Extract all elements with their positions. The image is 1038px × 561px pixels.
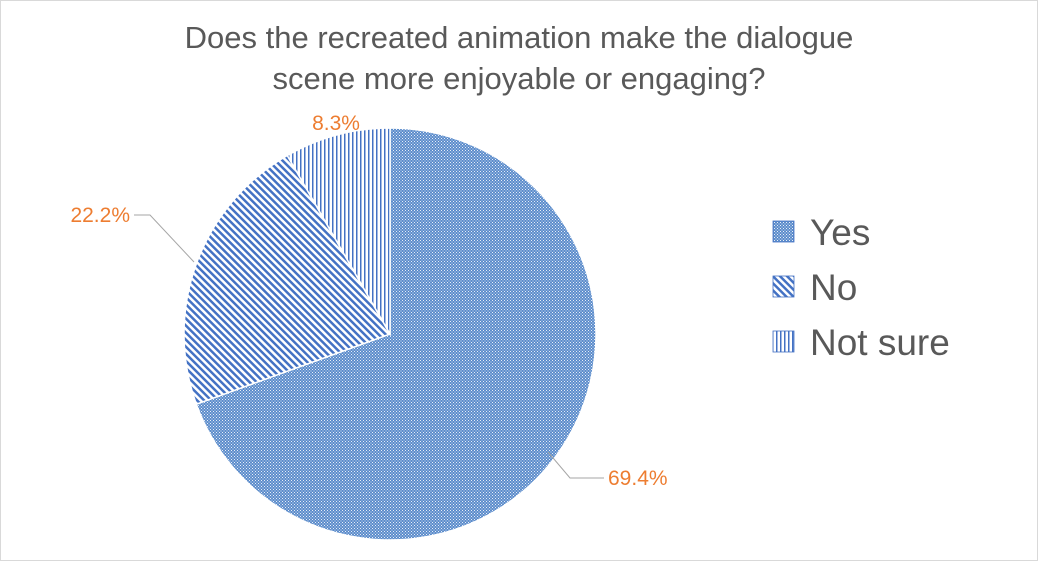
legend-item-not-sure: Not sure bbox=[772, 322, 950, 363]
leader-lines bbox=[134, 214, 604, 479]
data-label-yes: 69.4% bbox=[608, 467, 668, 490]
pie-slice-yes bbox=[195, 127, 597, 541]
pie-slice-no bbox=[183, 154, 392, 406]
legend-label-no: No bbox=[810, 267, 857, 308]
chart-title: Does the recreated animation make the di… bbox=[185, 20, 854, 96]
data-label-not-sure: 8.3% bbox=[312, 112, 360, 135]
pie-slices bbox=[183, 127, 597, 541]
legend-label-not-sure: Not sure bbox=[810, 322, 950, 363]
leader-line-yes bbox=[547, 451, 604, 479]
chart-title-line-2: scene more enjoyable or engaging? bbox=[273, 61, 766, 96]
legend: Yes No Not sure bbox=[772, 212, 950, 363]
legend-item-no: No bbox=[772, 267, 857, 308]
legend-swatch-yes bbox=[772, 220, 795, 243]
chart-title-line-1: Does the recreated animation make the di… bbox=[185, 20, 854, 55]
legend-swatch-not-sure bbox=[772, 330, 795, 353]
pie-slice-not-sure bbox=[286, 127, 391, 337]
legend-label-yes: Yes bbox=[810, 212, 870, 253]
data-labels: 69.4% 22.2% 8.3% bbox=[70, 112, 667, 490]
leader-line-no bbox=[134, 214, 195, 263]
data-label-no: 22.2% bbox=[70, 204, 130, 227]
legend-swatch-no bbox=[772, 275, 795, 298]
legend-item-yes: Yes bbox=[772, 212, 870, 253]
